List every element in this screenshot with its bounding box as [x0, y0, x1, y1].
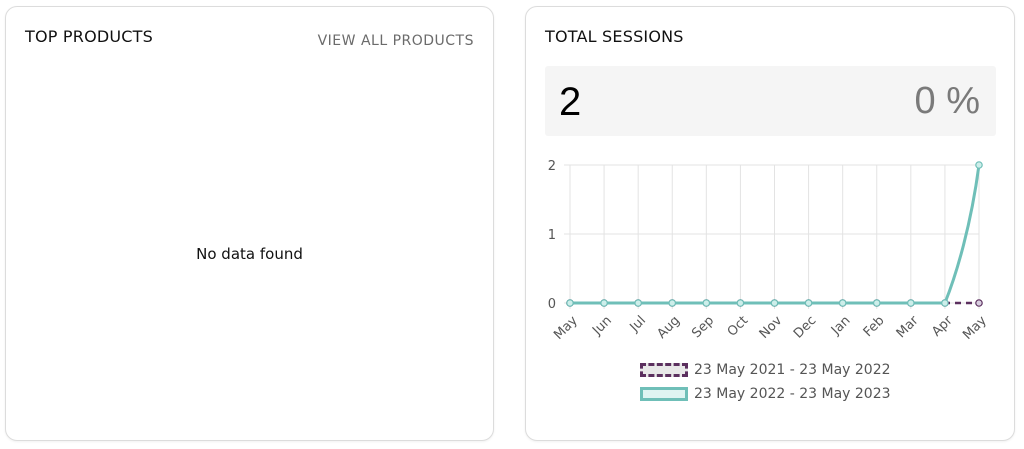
data-point	[838, 299, 847, 307]
empty-state-message: No data found	[196, 245, 303, 263]
data-point	[872, 299, 881, 307]
x-tick-label: Sep	[689, 313, 717, 341]
x-tick-label: Feb	[861, 313, 888, 340]
x-tick-label: Apr	[929, 313, 956, 340]
x-tick-label: Mar	[894, 313, 922, 341]
data-point	[634, 299, 642, 307]
data-point	[702, 299, 711, 307]
legend-item-current-period[interactable]: 23 May 2022 - 23 May 2023	[640, 382, 891, 406]
x-tick-label: Nov	[757, 313, 786, 342]
x-tick-label: Jul	[627, 313, 649, 335]
x-tick-label: Jun	[589, 313, 615, 339]
total-sessions-card: TOTAL SESSIONS 2 0 % 0 1 2 May Jun Jul Aug Sep O…	[525, 6, 1015, 441]
x-tick-label: Oct	[725, 313, 752, 340]
data-point	[736, 299, 745, 307]
x-tick-label: Dec	[791, 313, 819, 341]
legend-label: 23 May 2022 - 23 May 2023	[694, 386, 891, 402]
data-point	[975, 299, 983, 307]
data-point	[941, 299, 949, 307]
data-point	[975, 161, 983, 169]
y-tick-label: 2	[548, 159, 556, 174]
total-sessions-title: TOTAL SESSIONS	[545, 27, 684, 46]
y-tick-label: 1	[548, 228, 556, 243]
top-products-card: TOP PRODUCTS VIEW ALL PRODUCTS No data f…	[5, 6, 494, 441]
solid-swatch-icon	[640, 387, 688, 401]
sessions-stat-box: 2 0 %	[545, 66, 996, 136]
y-tick-label: 0	[548, 297, 556, 312]
sessions-total-value: 2	[559, 80, 582, 124]
data-point	[600, 299, 608, 307]
data-point	[804, 299, 813, 307]
x-tick-label: Aug	[655, 313, 684, 342]
chart-legend: 23 May 2021 - 23 May 2022 23 May 2022 - …	[640, 358, 891, 406]
current-period-line	[570, 164, 981, 305]
view-all-products-link[interactable]: VIEW ALL PRODUCTS	[317, 33, 474, 49]
data-point	[566, 299, 574, 307]
x-tick-label: May	[551, 313, 581, 343]
sessions-change-percent: 0 %	[914, 80, 980, 122]
top-products-title: TOP PRODUCTS	[25, 27, 153, 46]
legend-item-previous-period[interactable]: 23 May 2021 - 23 May 2022	[640, 358, 891, 382]
data-point	[770, 299, 779, 307]
data-point	[668, 299, 677, 307]
x-tick-label: Jan	[828, 313, 853, 338]
data-point	[907, 299, 915, 307]
x-tick-label: May	[960, 313, 990, 343]
dashed-swatch-icon	[640, 363, 688, 377]
legend-label: 23 May 2021 - 23 May 2022	[694, 362, 891, 378]
